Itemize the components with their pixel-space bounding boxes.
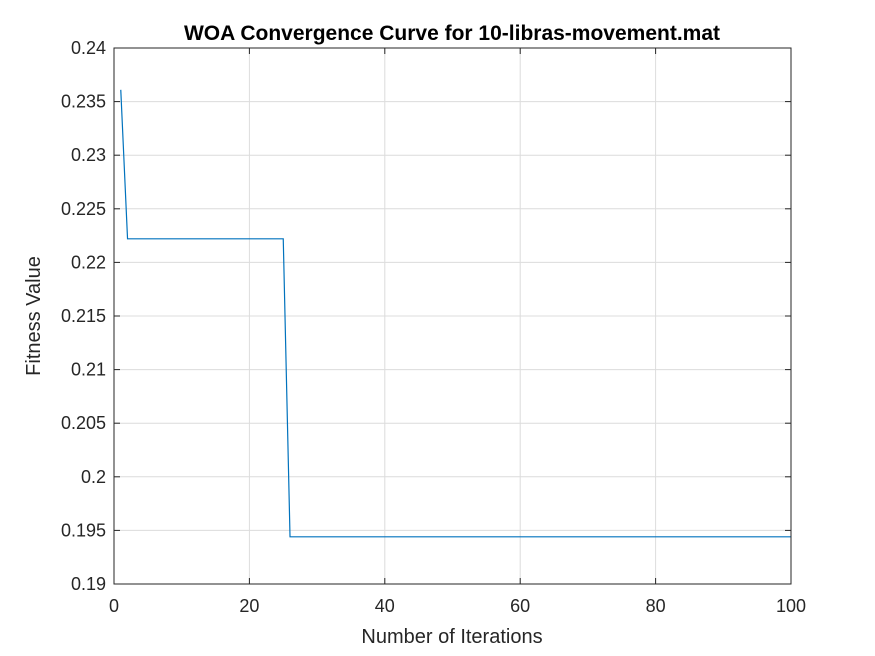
y-tick-label: 0.205 [61, 413, 106, 433]
x-tick-label: 60 [510, 596, 530, 616]
y-tick-label: 0.215 [61, 306, 106, 326]
y-tick-label: 0.19 [71, 574, 106, 594]
x-tick-label: 80 [646, 596, 666, 616]
x-tick-label: 0 [109, 596, 119, 616]
x-tick-label: 40 [375, 596, 395, 616]
x-axis-label: Number of Iterations [361, 626, 542, 648]
x-tick-label: 100 [776, 596, 806, 616]
series-layer [120, 89, 791, 538]
x-tick-label: 20 [239, 596, 259, 616]
y-axis-label: Fitness Value [23, 256, 45, 376]
grid-lines [114, 48, 791, 584]
y-tick-label: 0.235 [61, 92, 106, 112]
fitness-series-line [120, 89, 791, 538]
y-tick-label: 0.225 [61, 199, 106, 219]
y-tick-label: 0.22 [71, 252, 106, 272]
tick-labels: 0 20 40 60 80 100 0.19 0.195 0.2 0.205 0.21 0.215 0.… [61, 38, 806, 616]
y-tick-label: 0.21 [71, 360, 106, 380]
y-tick-label: 0.23 [71, 145, 106, 165]
tick-marks [113, 47, 792, 585]
y-tick-label: 0.24 [71, 38, 106, 58]
y-tick-label: 0.195 [61, 520, 106, 540]
y-tick-label: 0.2 [81, 467, 106, 487]
chart-title: WOA Convergence Curve for 10-libras-move… [184, 22, 720, 45]
